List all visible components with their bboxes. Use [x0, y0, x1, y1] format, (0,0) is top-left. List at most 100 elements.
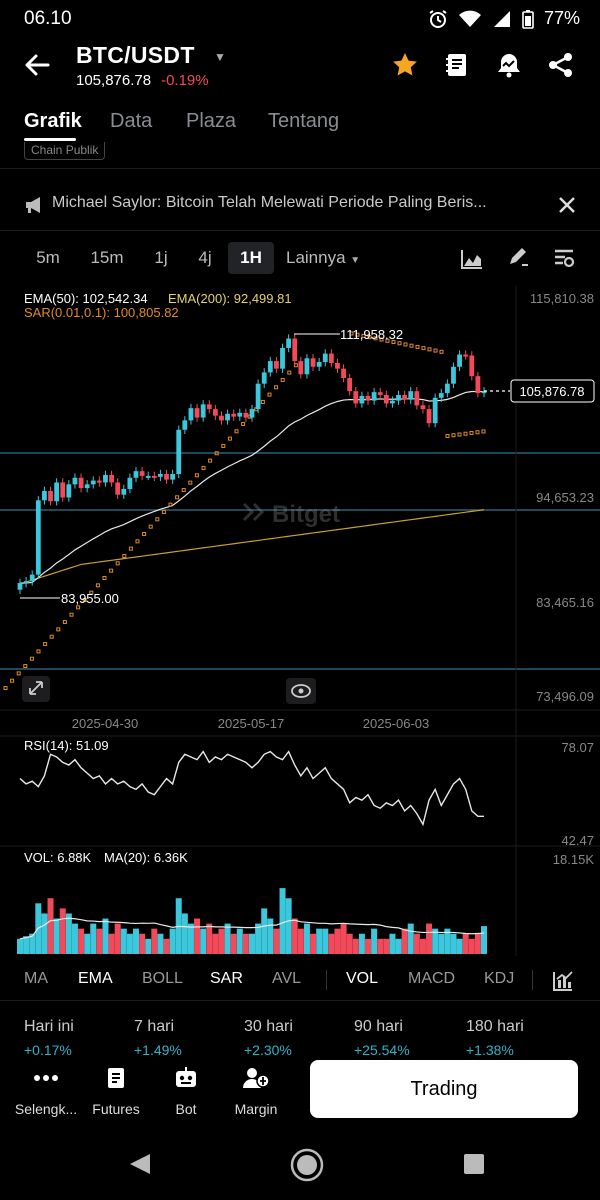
candle-body	[96, 480, 102, 483]
pair-dropdown-icon[interactable]: ▼	[214, 50, 226, 64]
indicator-macd[interactable]: MACD	[408, 970, 456, 987]
volume-bar	[377, 938, 384, 954]
chart-type-icon[interactable]	[460, 248, 484, 270]
nav-futures[interactable]: Futures	[76, 1066, 156, 1117]
sar-dot	[148, 524, 153, 529]
vol-legend: VOL: 6.88K	[24, 850, 92, 865]
nav-margin[interactable]: Margin	[216, 1066, 296, 1117]
chain-chip[interactable]: Chain Publik	[24, 142, 106, 160]
sar-dot	[221, 443, 226, 448]
rsi-legend: RSI(14): 51.09	[24, 738, 109, 753]
timeframe-15m[interactable]: 15m	[90, 248, 124, 267]
candle-body	[359, 395, 365, 404]
sar-dot	[463, 431, 468, 436]
news-banner[interactable]: Michael Saylor: Bitcoin Telah Melewati P…	[0, 178, 600, 228]
tab-tentang[interactable]: Tentang	[268, 110, 340, 132]
current-price-label: 105,876.78	[519, 384, 584, 399]
price-alert-bell-icon[interactable]	[494, 50, 524, 80]
volume-bar	[297, 928, 304, 954]
close-news-icon[interactable]	[556, 194, 578, 216]
drawing-pen-icon[interactable]	[506, 246, 530, 270]
chart-settings-icon[interactable]	[552, 246, 576, 270]
back-arrow-icon[interactable]	[22, 50, 52, 80]
indicator-kdj[interactable]: KDJ	[484, 970, 515, 987]
sar-dot	[287, 370, 292, 375]
nav-back-icon[interactable]	[128, 1152, 152, 1176]
tab-plaza[interactable]: Plaza	[186, 110, 237, 132]
y-axis-label-bottom: 73,496.09	[536, 689, 594, 704]
sar-dot	[23, 664, 28, 669]
indicator-ma[interactable]: MA	[24, 970, 48, 987]
trading-button[interactable]: Trading	[310, 1060, 578, 1118]
nav-home-icon[interactable]	[290, 1148, 324, 1182]
candle-body	[35, 500, 41, 575]
sar-dot	[188, 480, 193, 485]
volume-bar	[224, 923, 231, 954]
high-label: 111,958.32	[340, 327, 403, 342]
favorite-star-icon[interactable]	[390, 50, 420, 80]
timeframe-4j[interactable]: 4j	[198, 248, 212, 267]
volume-bar	[328, 933, 335, 954]
tab-grafik[interactable]: Grafik	[24, 110, 82, 132]
sar-dot	[415, 344, 420, 349]
indicator-sar[interactable]: SAR	[210, 970, 243, 987]
price-chart[interactable]: Bitget EMA(50): 102,542.34 EMA(200): 92,…	[0, 286, 600, 956]
candle-body	[139, 471, 145, 476]
visibility-button[interactable]	[286, 678, 316, 704]
indicator-boll[interactable]: BOLL	[142, 970, 183, 987]
fullscreen-button[interactable]	[22, 676, 50, 702]
candle-body	[383, 394, 389, 404]
candle-body	[133, 471, 139, 478]
candle-body	[292, 338, 298, 362]
candle-body	[145, 475, 151, 478]
sar-dot	[234, 429, 239, 434]
candle-body	[219, 415, 224, 421]
x-axis-label-1: 2025-04-30	[72, 716, 139, 731]
status-icons: 77%	[428, 8, 580, 29]
sar-dot	[355, 332, 360, 337]
share-icon[interactable]	[546, 50, 576, 80]
volume-bar	[432, 928, 439, 954]
nav-more[interactable]: Selengk...	[6, 1066, 86, 1117]
indicator-avl[interactable]: AVL	[272, 970, 302, 987]
bottom-action-bar: Selengk... Futures Bot Margin Trading	[0, 1056, 600, 1128]
candle-body	[396, 394, 401, 401]
sar-dot	[10, 678, 15, 683]
perf-today: Hari ini +0.17%	[24, 1018, 74, 1056]
sar-dot	[155, 517, 160, 522]
candle-body	[212, 409, 218, 416]
indicator-vol[interactable]: VOL	[346, 970, 379, 987]
perf-value: +1.38%	[466, 1042, 514, 1056]
perf-label: 7 hari	[134, 1018, 175, 1035]
candle-body	[78, 477, 84, 489]
candle-body	[347, 378, 353, 392]
timeframe-1j[interactable]: 1j	[154, 248, 168, 267]
candle-body	[127, 477, 133, 490]
sar-dot	[445, 433, 450, 438]
timeframe-1h[interactable]: 1H	[228, 242, 274, 274]
news-text[interactable]: Michael Saylor: Bitcoin Telah Melewati P…	[52, 194, 487, 211]
x-axis-label-2: 2025-05-17	[218, 716, 285, 731]
candle-body	[280, 347, 285, 369]
chart-grid	[0, 286, 600, 956]
timeframe-5m[interactable]: 5m	[36, 248, 60, 267]
indicator-ema[interactable]: EMA	[78, 970, 113, 987]
candle-body	[475, 376, 481, 394]
sar-dot	[102, 576, 107, 581]
notebook-icon[interactable]	[442, 50, 472, 80]
ema50-legend: EMA(50): 102,542.34	[24, 291, 148, 306]
candle-body	[414, 391, 420, 406]
price-line: 105,876.78 -0.19%	[76, 72, 209, 89]
watermark: Bitget	[242, 501, 340, 528]
nav-bot[interactable]: Bot	[146, 1066, 226, 1117]
indicator-settings-icon[interactable]	[552, 970, 574, 992]
timeframe-more[interactable]: Lainnya ▼	[286, 242, 366, 274]
volume-bar	[139, 933, 146, 954]
nav-recents-icon[interactable]	[462, 1152, 486, 1176]
volume-bar	[126, 933, 133, 954]
tab-data[interactable]: Data	[110, 110, 153, 132]
candle-body	[237, 412, 243, 417]
pair-title[interactable]: BTC/USDT	[76, 42, 195, 68]
candle-body	[335, 362, 340, 369]
perf-7d: 7 hari +1.49%	[134, 1018, 182, 1056]
